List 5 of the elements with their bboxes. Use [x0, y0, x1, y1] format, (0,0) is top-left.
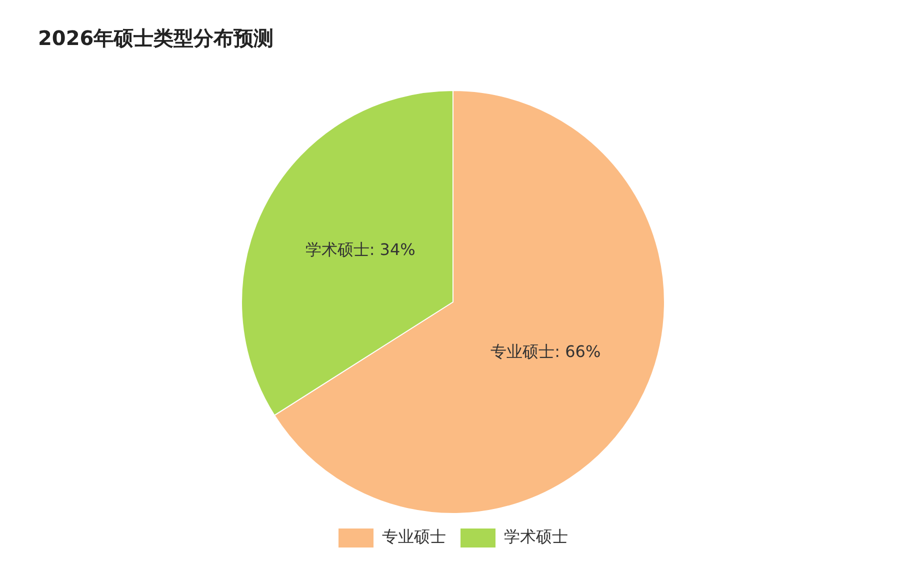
chart-title: 2026年硕士类型分布预测 — [38, 26, 274, 50]
legend-label: 专业硕士 — [382, 527, 446, 546]
legend-label: 学术硕士 — [504, 527, 568, 546]
data-label: 学术硕士: 34% — [305, 240, 416, 260]
data-label: 专业硕士: 66% — [490, 342, 601, 362]
